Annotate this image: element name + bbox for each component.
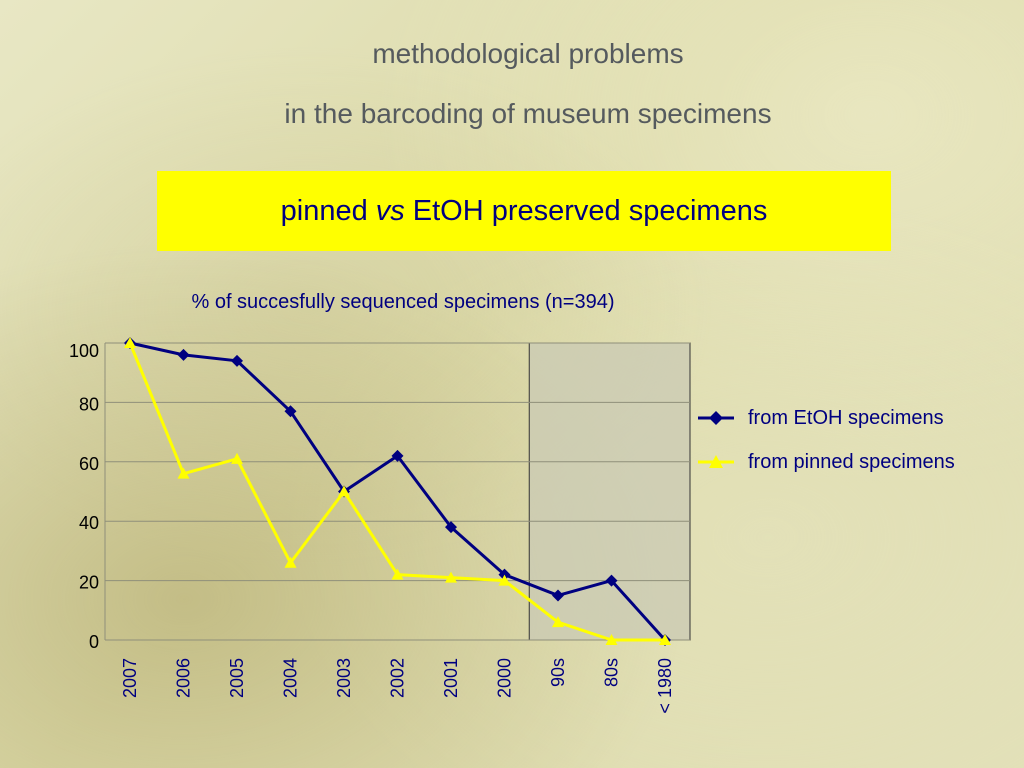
y-tick-label: 80 bbox=[79, 394, 99, 414]
subtitle-banner: pinned vs EtOH preserved specimens bbox=[157, 171, 891, 251]
x-tick-label: 2000 bbox=[495, 658, 515, 698]
x-tick-label: 2005 bbox=[227, 658, 247, 698]
x-tick-label: 80s bbox=[602, 658, 622, 687]
data-point-etoh bbox=[231, 354, 243, 367]
data-point-pinned bbox=[659, 634, 671, 645]
data-point-pinned bbox=[445, 571, 457, 583]
data-point-pinned bbox=[124, 337, 136, 348]
data-point-pinned bbox=[284, 556, 297, 568]
slide-title-line2: in the barcoding of museum specimens bbox=[284, 98, 772, 129]
x-tick-label: 2002 bbox=[388, 658, 408, 698]
y-tick-label: 60 bbox=[79, 454, 99, 474]
data-point-pinned bbox=[391, 568, 404, 580]
legend-pinned-marker-icon bbox=[698, 455, 734, 468]
shaded-region bbox=[528, 342, 691, 641]
slide-title-line1: methodological problems bbox=[372, 38, 684, 69]
data-point-pinned bbox=[552, 616, 564, 628]
data-point-etoh bbox=[177, 348, 190, 361]
x-tick-label: < 1980 bbox=[655, 658, 675, 714]
chart-title: % of succesfully sequenced specimens (n=… bbox=[191, 291, 615, 313]
data-point-etoh bbox=[445, 521, 457, 534]
data-point-etoh bbox=[284, 405, 297, 418]
legend-label-etoh: from EtOH specimens bbox=[748, 406, 944, 429]
x-tick-label: 2004 bbox=[281, 658, 301, 698]
data-point-pinned bbox=[605, 634, 618, 645]
banner-text-pinned: pinned bbox=[280, 194, 368, 227]
x-tick-label: 2003 bbox=[334, 658, 354, 698]
data-point-etoh bbox=[391, 449, 404, 462]
x-tick-label: 2007 bbox=[120, 658, 140, 698]
x-tick-label: 2001 bbox=[441, 658, 461, 698]
data-point-etoh bbox=[605, 574, 618, 587]
y-tick-label: 40 bbox=[79, 513, 99, 533]
y-tick-label: 20 bbox=[79, 573, 99, 593]
data-point-pinned bbox=[231, 452, 243, 464]
legend-etoh-marker-icon bbox=[698, 411, 734, 425]
y-tick-label: 100 bbox=[69, 341, 99, 361]
chart-legend: from EtOH specimens from pinned specimen… bbox=[698, 396, 955, 484]
legend-item-etoh: from EtOH specimens bbox=[698, 396, 955, 440]
x-tick-label: 90s bbox=[548, 658, 568, 687]
banner-text-vs: vs bbox=[375, 194, 405, 227]
data-point-pinned bbox=[498, 574, 511, 586]
data-point-pinned bbox=[338, 485, 350, 497]
data-point-pinned bbox=[177, 467, 190, 479]
legend-item-pinned: from pinned specimens bbox=[698, 440, 955, 484]
banner-text-etoh: EtOH preserved specimens bbox=[412, 194, 768, 227]
legend-label-pinned: from pinned specimens bbox=[748, 450, 955, 473]
x-tick-label: 2006 bbox=[174, 658, 194, 698]
data-point-etoh bbox=[552, 589, 564, 602]
y-tick-label: 0 bbox=[89, 632, 99, 652]
